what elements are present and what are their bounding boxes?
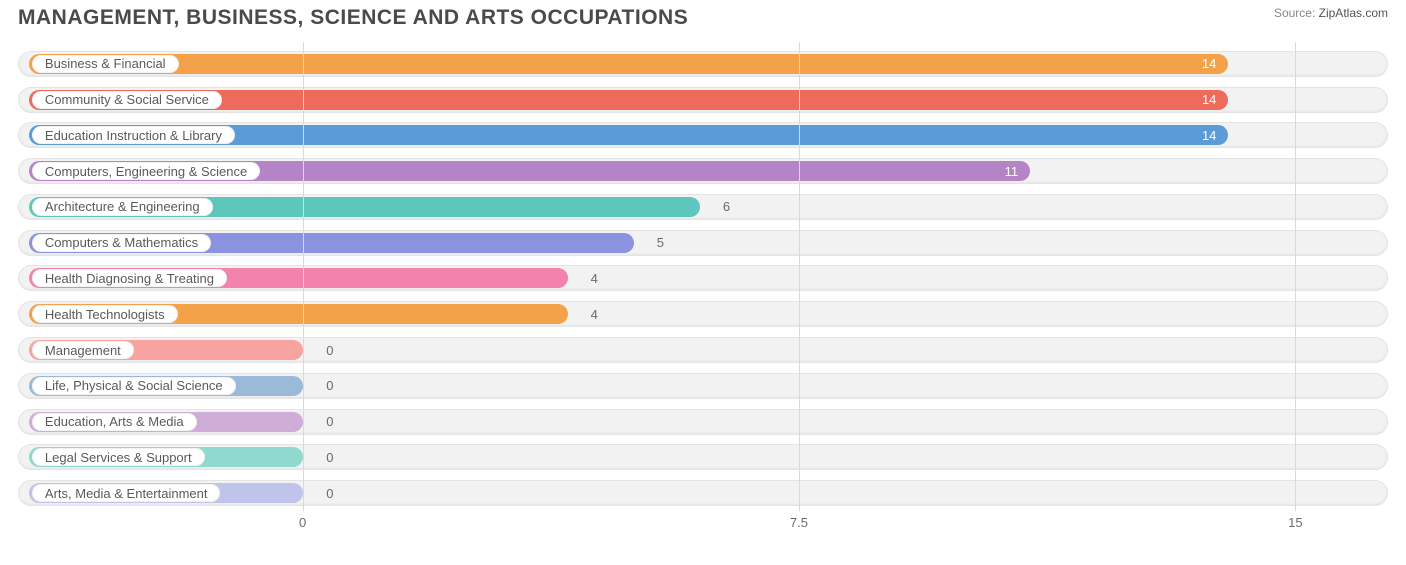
bar-label-pill: Life, Physical & Social Science <box>32 377 236 395</box>
x-tick-label: 7.5 <box>790 515 808 530</box>
bar-label-pill: Community & Social Service <box>32 91 222 109</box>
x-tick-label: 15 <box>1288 515 1302 530</box>
bar-row: Arts, Media & Entertainment 0 <box>18 480 1388 506</box>
grid-line <box>799 42 800 511</box>
bar-label-pill: Health Diagnosing & Treating <box>32 269 227 287</box>
chart-area: Business & Financial14Community & Social… <box>0 42 1406 565</box>
bar-row: Architecture & Engineering 6 <box>18 194 1388 220</box>
bar-value-label: 0 <box>326 445 333 469</box>
chart-title: MANAGEMENT, BUSINESS, SCIENCE AND ARTS O… <box>18 6 688 30</box>
chart-source: Source: ZipAtlas.com <box>1274 6 1388 20</box>
bar-label-pill: Education, Arts & Media <box>32 413 197 431</box>
bar-label-pill: Management <box>32 341 134 359</box>
chart-header: MANAGEMENT, BUSINESS, SCIENCE AND ARTS O… <box>0 0 1406 42</box>
bar-label-pill: Education Instruction & Library <box>32 126 235 144</box>
bar-row: Education, Arts & Media 0 <box>18 409 1388 435</box>
bar-value-label: 5 <box>657 231 664 255</box>
bar-row: Management 0 <box>18 337 1388 363</box>
bar-row: Community & Social Service 14 <box>18 87 1388 113</box>
bar-label-pill: Health Technologists <box>32 305 178 323</box>
bar-value-label: 14 <box>1202 88 1228 112</box>
bar-value-label: 6 <box>723 195 730 219</box>
chart-bars: Business & Financial14Community & Social… <box>18 42 1388 537</box>
bar-value-label: 14 <box>1202 52 1228 76</box>
bar-label-pill: Business & Financial <box>32 55 179 73</box>
bar-row: Health Technologists 4 <box>18 301 1388 327</box>
chart-plot: Business & Financial14Community & Social… <box>18 42 1388 537</box>
bar-row: Education Instruction & Library 14 <box>18 122 1388 148</box>
bar-label-pill: Arts, Media & Entertainment <box>32 484 221 502</box>
bar-label-pill: Legal Services & Support <box>32 448 205 466</box>
bar-label-pill: Architecture & Engineering <box>32 198 213 216</box>
bar-value-label: 0 <box>326 338 333 362</box>
bar-row: Life, Physical & Social Science 0 <box>18 373 1388 399</box>
bar-value-label: 0 <box>326 374 333 398</box>
x-axis-labels: 0 7.5 15 <box>18 515 1388 533</box>
source-label: Source: <box>1274 6 1315 20</box>
bar-fill <box>29 54 1228 74</box>
bar-row: Computers, Engineering & Science 11 <box>18 158 1388 184</box>
grid-line <box>303 42 304 511</box>
bar-row: Computers & Mathematics 5 <box>18 230 1388 256</box>
bar-row: Health Diagnosing & Treating 4 <box>18 265 1388 291</box>
bar-value-label: 4 <box>591 266 598 290</box>
bar-label-pill: Computers & Mathematics <box>32 234 211 252</box>
bar-value-label: 14 <box>1202 123 1228 147</box>
grid-line <box>1295 42 1296 511</box>
bar-row: Legal Services & Support 0 <box>18 444 1388 470</box>
x-tick-label: 0 <box>299 515 306 530</box>
bar-row: Business & Financial 14 <box>18 51 1388 77</box>
source-value: ZipAtlas.com <box>1319 6 1388 20</box>
bar-value-label: 0 <box>326 481 333 505</box>
bar-value-label: 11 <box>1005 159 1031 183</box>
bar-value-label: 0 <box>326 410 333 434</box>
bar-value-label: 4 <box>591 302 598 326</box>
bar-label-pill: Computers, Engineering & Science <box>32 162 260 180</box>
